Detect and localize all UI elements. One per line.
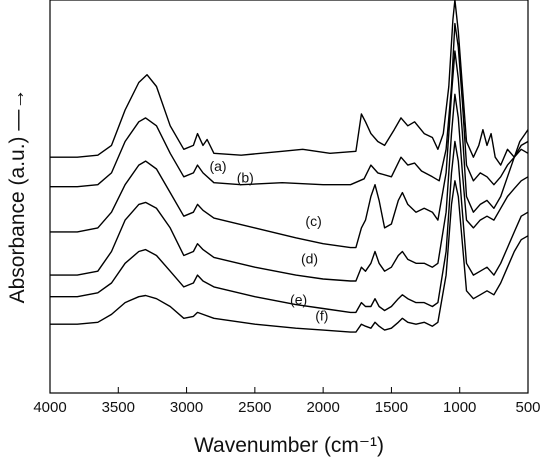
series-label-d: (d) [301,250,318,266]
series-group [50,0,529,333]
plot-frame [49,0,529,394]
x-tick-label: 3000 [170,399,203,416]
series-line-b [50,22,529,188]
x-tick-label: 1000 [443,399,476,416]
series-label-b: (b) [237,170,254,186]
series-line-a [50,0,529,166]
x-tick-label: 3500 [102,399,135,416]
series-label-e: (e) [290,292,307,308]
series-line-d [50,93,529,282]
series-line-e [50,140,529,314]
series-label-c: (c) [305,213,321,229]
y-axis-title: Absorbance (a.u.) —→ [6,89,29,304]
series-label-f: (f) [315,307,328,323]
series-labels: (a) (b) (c) (d) (e) (f) [209,158,328,323]
series-label-a: (a) [209,158,226,174]
x-axis-ticks: 4000 3500 3000 2500 2000 1500 1000 500 [33,387,541,416]
x-tick-label: 2500 [238,399,271,416]
x-axis-title: Wavenumber (cm⁻¹) [194,434,384,457]
series-line-c [50,50,529,249]
x-tick-label: 4000 [33,399,66,416]
x-tick-label: 500 [515,399,540,416]
x-tick-label: 2000 [306,399,339,416]
series-line-f [50,180,529,333]
x-tick-label: 1500 [375,399,408,416]
